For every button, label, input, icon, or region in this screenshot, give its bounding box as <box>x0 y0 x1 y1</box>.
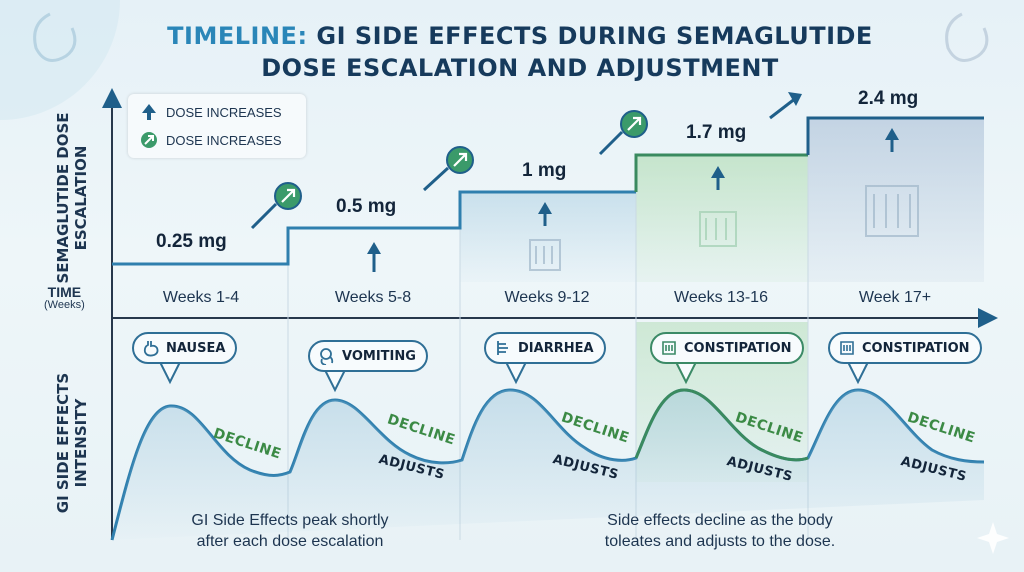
title-accent: TIMELINE: <box>167 22 308 50</box>
week-label: Weeks 13-16 <box>674 289 768 306</box>
legend-item: DOSE INCREASES <box>140 102 282 122</box>
caption-left: GI Side Effects peak shortly after each … <box>140 510 440 552</box>
effect-label: VOMITING <box>342 348 416 364</box>
step-fill-3 <box>460 192 636 282</box>
y-axis-label-dose: SEMAGLUTIDE DOSE ESCALATION <box>54 112 90 284</box>
title-line-2: DOSE ESCALATION AND ADJUSTMENT <box>261 54 779 82</box>
stomach-decor-icon <box>945 12 989 62</box>
bubble-tail <box>847 361 869 385</box>
dose-label: 2.4 mg <box>858 88 919 109</box>
dose-step-line <box>112 190 636 266</box>
bubble-tail <box>324 369 346 393</box>
intestine-icon <box>497 341 508 355</box>
dose-step-line-top <box>806 116 984 155</box>
effect-label: CONSTIPATION <box>684 340 792 356</box>
caption-line: toleates and adjusts to the dose. <box>604 533 836 550</box>
caption-line: after each dose escalation <box>196 533 384 550</box>
dose-arrow-2 <box>422 146 474 192</box>
dose-step-line-green <box>634 153 808 192</box>
time-axis-label: TIME (Weeks) <box>44 284 85 311</box>
arrow-up-icon <box>142 104 156 120</box>
stomach-icon <box>143 341 159 357</box>
legend-label: DOSE INCREASES <box>166 132 282 148</box>
caption-line: GI Side Effects peak shortly <box>191 512 389 529</box>
up-arrow-icon <box>885 128 899 152</box>
effect-bubble: VOMITING <box>308 340 428 372</box>
title-line-1: TIMELINE: GI SIDE EFFECTS DURING SEMAGLU… <box>120 22 920 50</box>
week-label: Weeks 5-8 <box>334 289 412 306</box>
circle-arrow-icon <box>141 132 157 148</box>
intestine-icon <box>699 211 737 247</box>
up-arrow-icon <box>538 202 552 226</box>
y-axis-label-gi: GI SIDE EFFECTS INTENSITY <box>54 372 90 514</box>
legend-item: DOSE INCREASES <box>140 130 282 150</box>
sparkle-icon <box>977 522 1009 554</box>
effect-bubble: CONSTIPATION <box>650 332 804 364</box>
effect-bubble: CONSTIPATION <box>828 332 982 364</box>
dose-label: 1 mg <box>522 160 567 181</box>
colon-icon <box>662 341 676 355</box>
title-rest: GI SIDE EFFECTS DURING SEMAGLUTIDE <box>307 22 873 50</box>
effect-bubble: DIARRHEA <box>484 332 606 364</box>
bubble-tail <box>159 361 181 385</box>
week-label: Week 17+ <box>858 289 932 306</box>
dose-arrow-4 <box>769 92 802 120</box>
bubble-tail <box>675 361 697 385</box>
vomiting-person-icon <box>320 348 334 365</box>
up-arrow-icon <box>367 242 381 272</box>
dose-label: 0.5 mg <box>336 196 397 217</box>
up-arrow-icon <box>711 166 725 190</box>
time-label: TIME <box>47 284 82 300</box>
caption-right: Side effects decline as the body toleate… <box>560 510 880 552</box>
step-fill-5 <box>808 118 984 282</box>
curve-area <box>112 390 984 540</box>
colon-icon <box>840 341 854 355</box>
effect-bubble: NAUSEA <box>132 332 238 364</box>
effect-label: CONSTIPATION <box>862 340 970 356</box>
stomach-decor-icon <box>33 12 77 62</box>
week-label: Weeks 9-12 <box>504 289 590 306</box>
caption-line: Side effects decline as the body <box>607 512 833 529</box>
intestine-icon <box>529 239 561 271</box>
dose-arrow-1 <box>250 182 302 230</box>
legend-label: DOSE INCREASES <box>166 104 282 120</box>
bubble-tail <box>505 361 527 385</box>
side-effect-curve-green <box>634 388 809 462</box>
dose-label: 0.25 mg <box>156 231 227 252</box>
effect-label: DIARRHEA <box>518 340 594 356</box>
week-label: Weeks 1-4 <box>162 289 240 306</box>
time-unit: (Weeks) <box>44 299 85 311</box>
legend: DOSE INCREASES DOSE INCREASES <box>128 94 306 158</box>
effect-label: NAUSEA <box>166 340 226 356</box>
dose-label: 1.7 mg <box>686 122 747 143</box>
dose-arrow-3 <box>598 110 648 156</box>
intestine-icon <box>865 185 919 237</box>
